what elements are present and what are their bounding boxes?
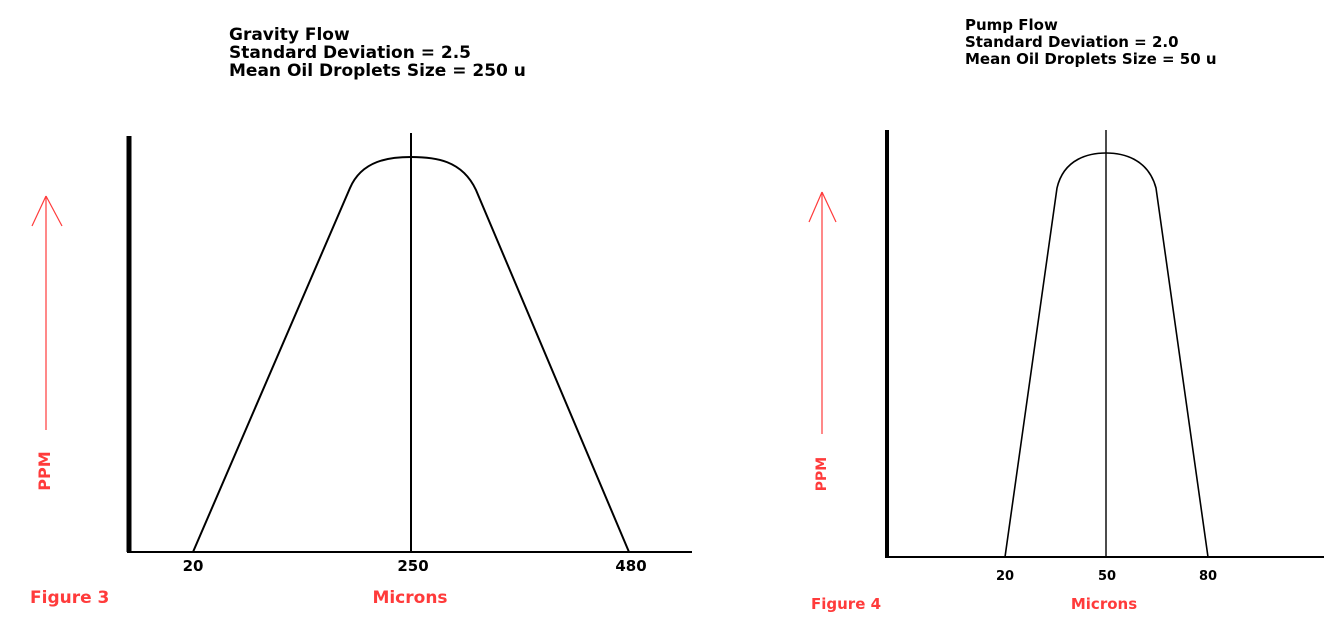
figure-4-title: Pump Flow bbox=[965, 16, 1058, 34]
figure-4-tick-label: 80 bbox=[1199, 569, 1217, 584]
figure-3-y-axis-label: PPM bbox=[35, 451, 54, 490]
figure-4-caption: Figure 4 bbox=[811, 595, 881, 613]
figure-3-std-deviation: Standard Deviation = 2.5 bbox=[229, 43, 471, 63]
figure-4-std-deviation: Standard Deviation = 2.0 bbox=[965, 33, 1179, 51]
figure-3-chart: Gravity Flow Standard Deviation = 2.5 Me… bbox=[30, 25, 692, 608]
figure-3-caption: Figure 3 bbox=[30, 588, 109, 608]
figure-4-y-axis-label: PPM bbox=[814, 457, 830, 491]
figure-4-chart: Pump Flow Standard Deviation = 2.0 Mean … bbox=[808, 16, 1324, 613]
figure-4-mean-size: Mean Oil Droplets Size = 50 u bbox=[965, 50, 1217, 68]
figure-3-tick-label: 250 bbox=[397, 557, 428, 575]
figure-3-x-axis-label: Microns bbox=[372, 588, 447, 608]
figure-3-tick-label: 20 bbox=[183, 557, 204, 575]
figure-4-x-axis-label: Microns bbox=[1071, 595, 1137, 613]
figure-3-mean-size: Mean Oil Droplets Size = 250 u bbox=[229, 61, 526, 81]
figure-4-tick-label: 50 bbox=[1098, 569, 1116, 584]
figure-4-ppm-arrow bbox=[808, 191, 837, 434]
figure-4-tick-label: 20 bbox=[996, 569, 1014, 584]
figure-3-tick-label: 480 bbox=[615, 557, 646, 575]
figure-3-title: Gravity Flow bbox=[229, 25, 350, 45]
figure-3-ppm-arrow bbox=[31, 195, 63, 430]
